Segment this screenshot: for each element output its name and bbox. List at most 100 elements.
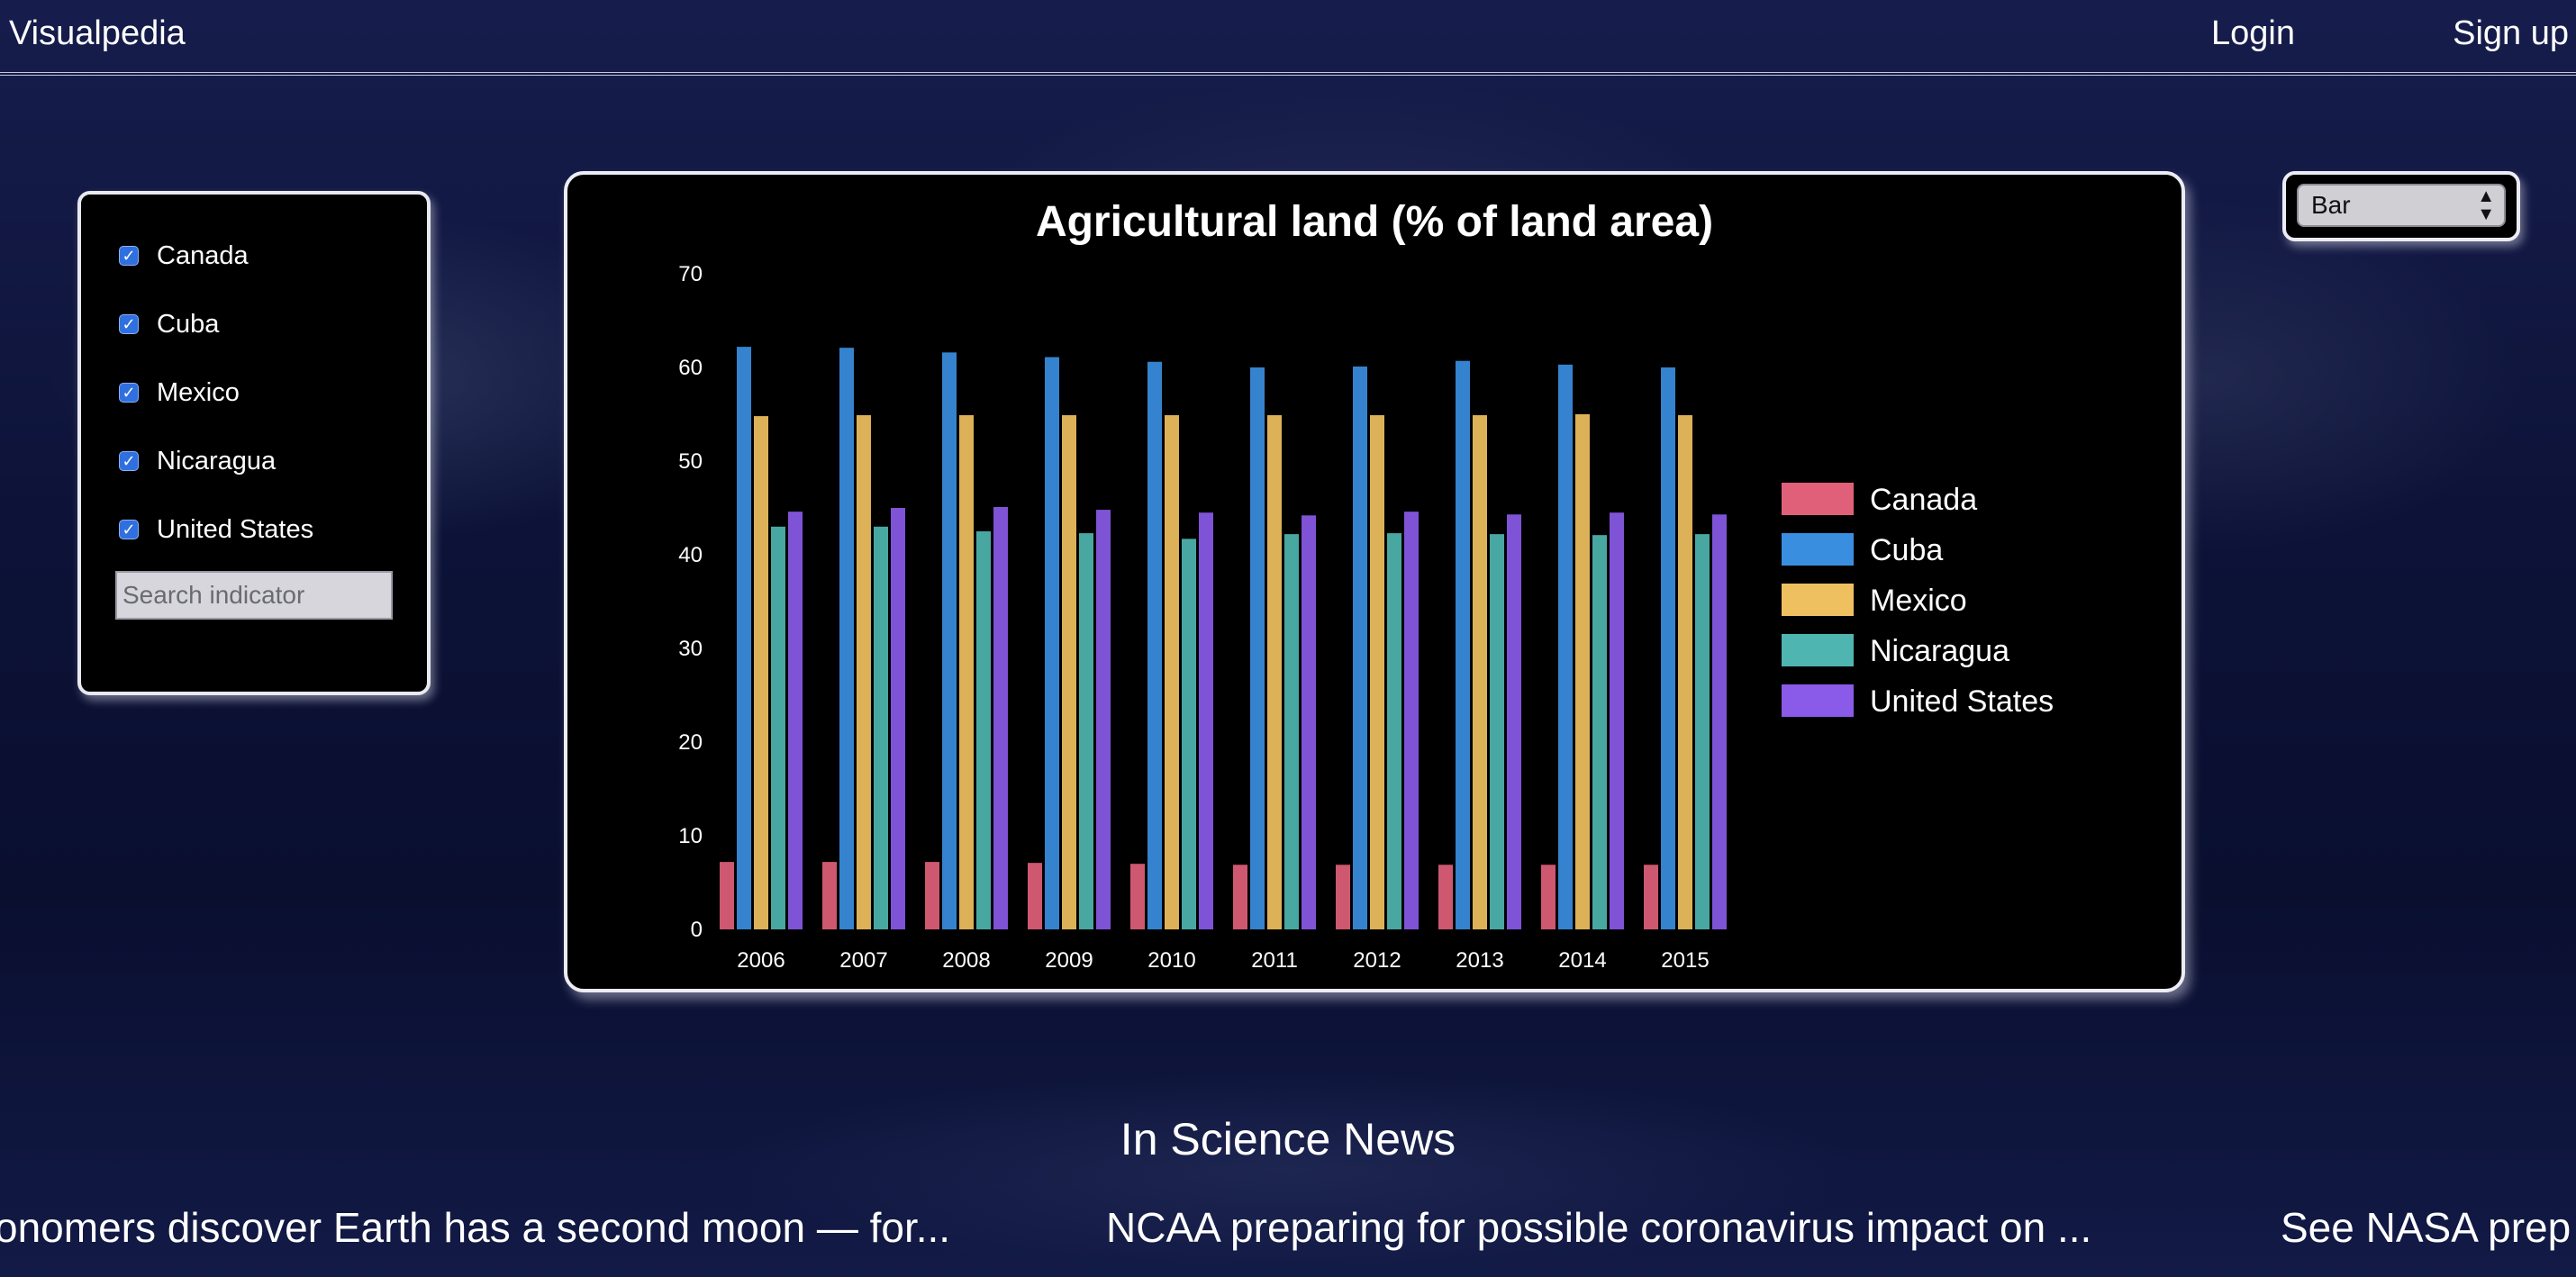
- bar: [1233, 865, 1247, 929]
- checkbox-checked-icon[interactable]: ✓: [119, 246, 139, 266]
- y-tick-label: 40: [678, 543, 703, 567]
- legend-label: Canada: [1870, 483, 1977, 517]
- select-arrows-icon: ▲ ▼: [2477, 186, 2495, 224]
- bar: [1336, 865, 1350, 929]
- y-tick-label: 10: [678, 824, 703, 848]
- x-tick-label: 2012: [1353, 948, 1401, 973]
- country-label: Nicaragua: [157, 446, 277, 475]
- x-tick-label: 2010: [1147, 948, 1195, 973]
- legend-swatch: [1782, 533, 1854, 566]
- bar: [1267, 415, 1282, 929]
- x-tick-label: 2014: [1558, 948, 1606, 973]
- country-label: United States: [157, 514, 314, 544]
- bar-chart: Agricultural land (% of land area) 0 10 20 3…: [678, 198, 2054, 973]
- bar: [771, 526, 785, 929]
- legend-label: United States: [1870, 684, 2054, 719]
- bar: [942, 352, 957, 929]
- news-heading: In Science News: [1120, 1114, 1456, 1164]
- news-item[interactable]: onomers discover Earth has a second moon…: [0, 1204, 951, 1251]
- country-label: Cuba: [157, 309, 220, 339]
- bar: [1250, 367, 1265, 929]
- legend-swatch: [1782, 483, 1854, 515]
- checkbox-checked-icon[interactable]: ✓: [119, 451, 139, 471]
- bar: [891, 508, 905, 929]
- x-tick-label: 2007: [839, 948, 887, 973]
- bar: [1507, 514, 1521, 929]
- country-label: Canada: [157, 240, 249, 270]
- bar: [1558, 364, 1573, 929]
- bar: [857, 415, 871, 929]
- bar: [1473, 415, 1487, 929]
- chart-type-select[interactable]: Bar ▲ ▼: [2297, 184, 2506, 227]
- bar: [976, 531, 991, 929]
- bar: [1182, 539, 1196, 929]
- y-tick-label: 60: [678, 356, 703, 380]
- bar: [1438, 865, 1453, 929]
- legend-label: Mexico: [1870, 584, 1967, 618]
- brand-logo[interactable]: Visualpedia: [9, 14, 186, 52]
- top-nav-bar: Visualpedia Login Sign up: [0, 0, 2576, 76]
- legend-swatch: [1782, 684, 1854, 717]
- bar: [1695, 534, 1710, 929]
- bar: [1541, 865, 1556, 929]
- legend-label: Cuba: [1870, 533, 1943, 567]
- signup-link[interactable]: Sign up: [2453, 14, 2569, 52]
- bar: [1147, 361, 1162, 929]
- bar: [959, 415, 974, 929]
- bar: [1387, 533, 1401, 929]
- bar: [1592, 535, 1607, 929]
- country-checkbox-cuba[interactable]: ✓ Cuba: [119, 306, 219, 342]
- country-checkbox-mexico[interactable]: ✓ Mexico: [119, 375, 240, 411]
- legend-label: Nicaragua: [1870, 634, 2009, 668]
- country-label: Mexico: [157, 377, 240, 407]
- y-tick-label: 0: [691, 918, 703, 942]
- bar: [1096, 510, 1111, 929]
- chart-type-selected-value: Bar: [2311, 191, 2351, 219]
- bar: [822, 862, 837, 929]
- chart-type-select-wrapper: Bar ▲ ▼: [2282, 171, 2520, 241]
- news-ticker: onomers discover Earth has a second moon…: [0, 1203, 2576, 1266]
- bar: [754, 416, 768, 930]
- bar: [993, 506, 1008, 929]
- bar: [1284, 534, 1299, 929]
- bar: [720, 862, 734, 929]
- bar: [1353, 366, 1367, 929]
- bar: [1165, 415, 1179, 929]
- chart-card: Agricultural land (% of land area) 0 10 20 3…: [564, 171, 2185, 992]
- x-tick-label: 2006: [737, 948, 785, 973]
- login-link[interactable]: Login: [2211, 14, 2295, 52]
- bar: [1130, 864, 1145, 929]
- news-item[interactable]: NCAA preparing for possible coronavirus …: [1106, 1204, 2092, 1251]
- bar: [788, 512, 803, 929]
- bar: [1661, 367, 1675, 929]
- legend-swatch: [1782, 584, 1854, 616]
- search-indicator-input[interactable]: [115, 571, 393, 620]
- y-tick-label: 50: [678, 449, 703, 474]
- bar: [1644, 865, 1658, 929]
- chart-title: Agricultural land (% of land area): [1036, 198, 1713, 246]
- bar: [1490, 534, 1504, 929]
- news-item[interactable]: See NASA prep: [2281, 1204, 2571, 1251]
- country-checkbox-united-states[interactable]: ✓ United States: [119, 512, 313, 548]
- bar: [1610, 512, 1624, 929]
- bar: [1456, 360, 1470, 930]
- checkbox-checked-icon[interactable]: ✓: [119, 383, 139, 403]
- bar: [1404, 512, 1419, 929]
- bar: [1678, 415, 1692, 929]
- bar: [1028, 863, 1042, 929]
- x-tick-label: 2015: [1661, 948, 1709, 973]
- x-tick-label: 2011: [1251, 948, 1298, 973]
- bar: [1079, 533, 1093, 929]
- bar: [1575, 414, 1590, 929]
- country-checkbox-nicaragua[interactable]: ✓ Nicaragua: [119, 443, 276, 479]
- checkbox-checked-icon[interactable]: ✓: [119, 520, 139, 539]
- checkbox-checked-icon[interactable]: ✓: [119, 314, 139, 334]
- country-checkbox-canada[interactable]: ✓ Canada: [119, 238, 249, 274]
- bar: [925, 862, 939, 929]
- bar: [1370, 415, 1384, 929]
- bar: [1045, 357, 1059, 929]
- bar: [1199, 512, 1213, 929]
- bar: [1712, 514, 1727, 929]
- bar: [737, 347, 751, 929]
- bar: [1302, 515, 1316, 929]
